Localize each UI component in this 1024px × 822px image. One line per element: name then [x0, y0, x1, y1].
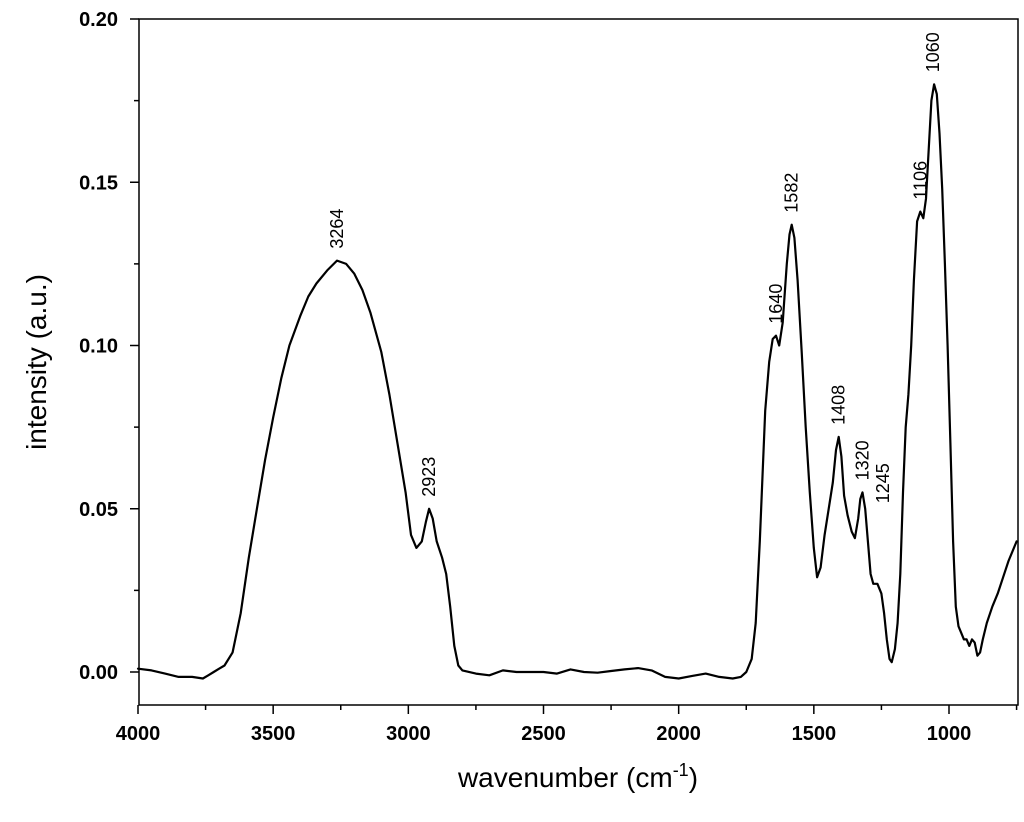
- peak-label: 1640: [766, 284, 786, 324]
- x-tick-label: 2000: [656, 723, 701, 745]
- x-tick-label: 1000: [927, 723, 972, 745]
- x-tick-label: 3500: [251, 723, 296, 745]
- x-tick-label: 3000: [386, 723, 431, 745]
- y-tick-label: 0.05: [79, 499, 118, 521]
- axis-ticks: [130, 18, 1018, 714]
- spectrum-line: [136, 83, 1018, 680]
- x-axis-title-main: wavenumber (cm: [457, 762, 673, 793]
- plot-frame: [138, 18, 1019, 706]
- peak-label: 1582: [782, 173, 802, 213]
- x-axis-title: wavenumber (cm-1): [457, 760, 698, 793]
- peak-label: 1408: [829, 385, 849, 425]
- y-tick-label: 0.10: [79, 336, 118, 358]
- y-tick-labels: 0.00 0.05 0.10 0.15 0.20: [79, 9, 118, 684]
- y-tick-label: 0.15: [79, 172, 118, 194]
- y-axis-title: intensity (a.u.): [21, 274, 52, 450]
- x-tick-label: 1500: [792, 723, 837, 745]
- peak-label: 1106: [910, 161, 930, 200]
- peak-label: 3264: [327, 209, 347, 249]
- peak-label: 1060: [923, 32, 943, 72]
- peak-label: 2923: [419, 457, 439, 497]
- x-tick-label: 2500: [521, 723, 566, 745]
- peak-label: 1320: [853, 440, 873, 480]
- x-axis-title-close: ): [689, 762, 698, 793]
- y-tick-label: 0.00: [79, 662, 118, 684]
- x-tick-label: 4000: [116, 723, 161, 745]
- y-tick-label: 0.20: [79, 9, 118, 31]
- x-tick-labels: 4000 3500 3000 2500 2000 1500 1000: [116, 723, 972, 745]
- peak-label: 1245: [873, 463, 893, 503]
- x-axis-title-sup: -1: [673, 760, 689, 780]
